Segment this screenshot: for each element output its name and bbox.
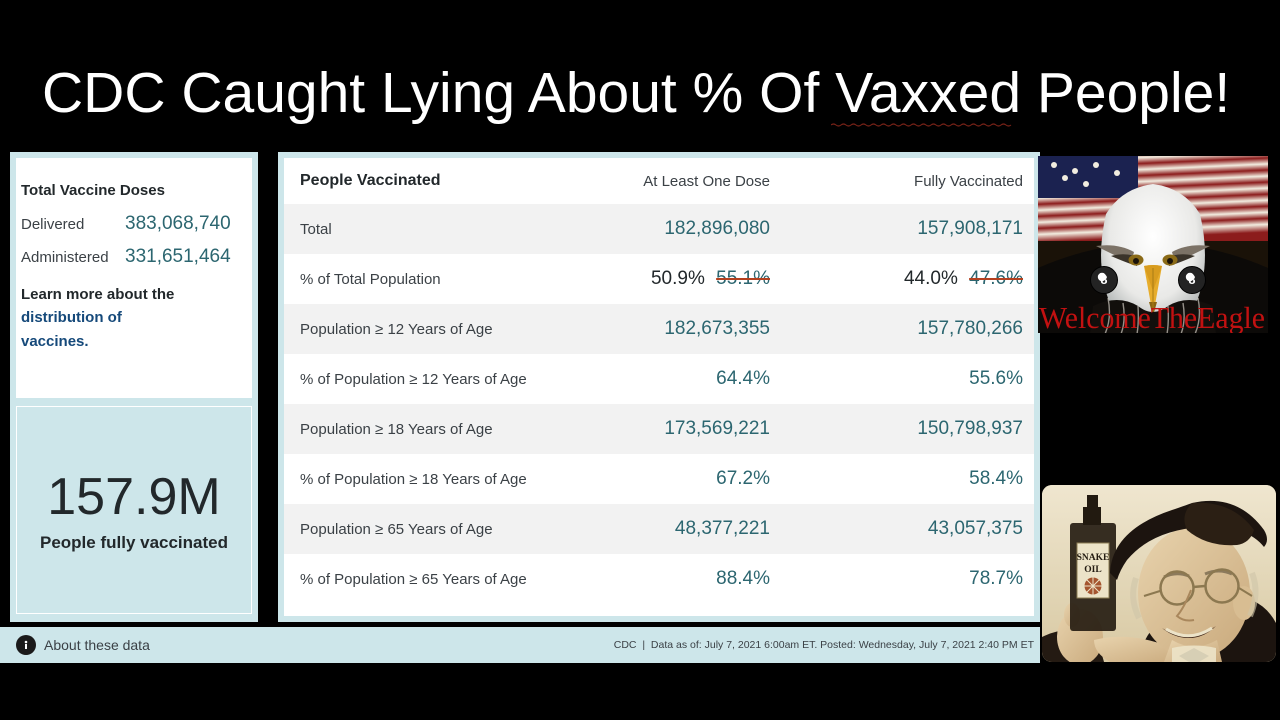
svg-text:8: 8 bbox=[1101, 273, 1108, 287]
svg-text:SNAKE: SNAKE bbox=[1077, 553, 1110, 563]
svg-text:8: 8 bbox=[1189, 273, 1196, 287]
svg-text:WelcomeTheEagle: WelcomeTheEagle bbox=[1039, 300, 1265, 333]
svg-text:OIL: OIL bbox=[1084, 565, 1101, 575]
